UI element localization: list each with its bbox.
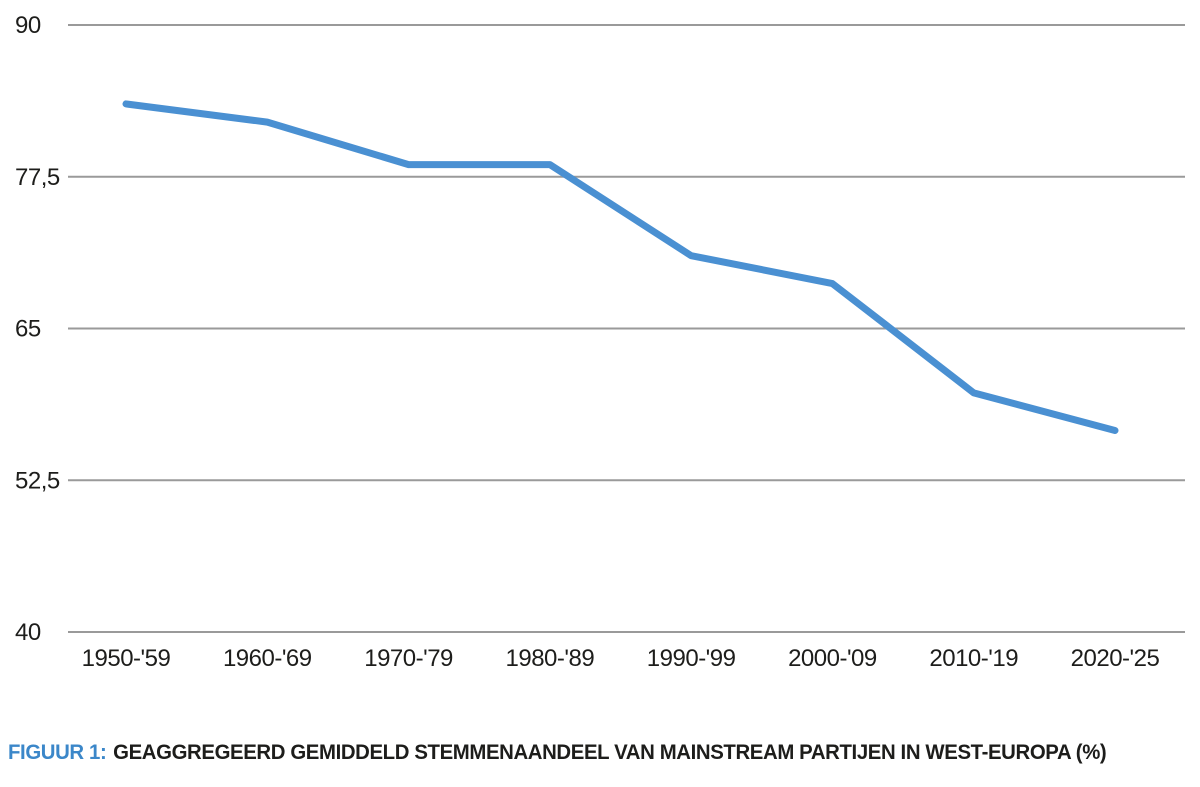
x-axis-tick-label: 1980-'89 — [506, 645, 595, 672]
x-axis-tick-label: 1970-'79 — [364, 645, 453, 672]
vote-share-line — [122, 100, 1119, 434]
y-axis-tick-label: 52,5 — [15, 467, 60, 494]
y-axis-tick-label: 90 — [15, 12, 41, 39]
x-axis-tick-label: 2020-'25 — [1071, 645, 1160, 672]
y-axis-tick-label: 65 — [15, 316, 41, 343]
x-axis-tick-label: 1990-'99 — [647, 645, 736, 672]
figure-caption-prefix: FIGUUR 1: — [8, 741, 107, 764]
x-axis-tick-label: 2010-'19 — [929, 645, 1018, 672]
figure-caption-text: GEAGGREGEERD GEMIDDELD STEMMENAANDEEL VA… — [113, 741, 1107, 764]
x-axis-tick-label: 1950-'59 — [82, 645, 171, 672]
figure-caption: FIGUUR 1: GEAGGREGEERD GEMIDDELD STEMMENA… — [8, 741, 1153, 765]
y-axis-tick-label: 40 — [15, 619, 41, 646]
x-axis-tick-label: 2000-'09 — [788, 645, 877, 672]
x-axis-tick-label: 1960-'69 — [223, 645, 312, 672]
chart-canvas: 90 77,5 65 52,5 40 1950-'59 1960-'69 1970-'79 19… — [15, 12, 1185, 672]
vote-share-line-chart: 90 77,5 65 52,5 40 1950-'59 1960-'69 1970-'79 19… — [15, 12, 1185, 672]
y-axis-tick-label: 77,5 — [15, 164, 60, 191]
